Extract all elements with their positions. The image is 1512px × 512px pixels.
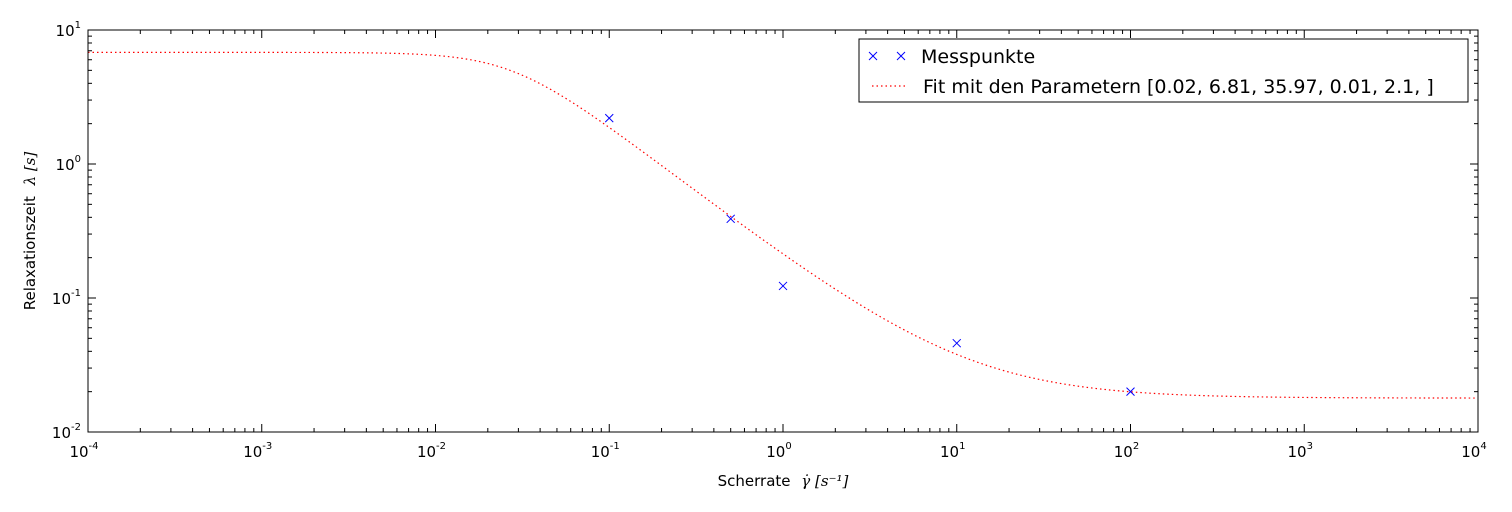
legend-label-fit: Fit mit den Parametern [0.02, 6.81, 35.9… [923, 76, 1434, 98]
x-tick-label: 10-2 [417, 441, 446, 461]
y-axis-label-prefix: Relaxationszeit [21, 196, 39, 310]
legend-marker-messpunkte [868, 51, 906, 61]
y-axis-label-math: λ [s] [21, 152, 39, 187]
x-axis-label: Scherrate γ̇ [s⁻¹] [718, 472, 849, 490]
x-tick-label: 103 [1288, 441, 1313, 461]
legend-label-messpunkte: Messpunkte [921, 46, 1035, 68]
ticks-layer [87, 29, 1479, 433]
data-points-layer [604, 113, 1135, 397]
y-tick-label: 100 [56, 154, 81, 174]
data-point [604, 113, 614, 123]
x-axis-label-prefix: Scherrate [718, 472, 791, 490]
legend-marker-x [896, 51, 906, 61]
legend-box [858, 38, 1469, 103]
x-tick-label: 10-1 [591, 441, 620, 461]
tick-labels-layer: 10-4 10-3 10-2 10-1 100 101 102 103 104 10-2 10-1 1… [52, 20, 1487, 461]
data-point [778, 281, 788, 291]
data-point [726, 214, 736, 224]
y-tick-label: 101 [56, 20, 81, 40]
data-point [1126, 387, 1135, 397]
x-tick-label: 104 [1461, 441, 1486, 461]
legend: Messpunkte Fit mit den Parametern [0.02,… [858, 38, 1469, 103]
x-tick-label: 10-3 [243, 441, 272, 461]
y-tick-label: 10-2 [52, 422, 81, 442]
legend-marker-x [868, 51, 878, 61]
x-tick-label: 101 [940, 441, 965, 461]
x-axis-label-math: γ̇ [s⁻¹] [801, 472, 848, 490]
x-tick-label: 102 [1114, 441, 1139, 461]
data-point [952, 338, 962, 348]
y-axis-label: Relaxationszeit λ [s] [21, 152, 39, 311]
x-tick-label: 10-4 [69, 441, 98, 461]
x-tick-label: 100 [766, 441, 791, 461]
y-tick-label: 10-1 [52, 288, 81, 308]
